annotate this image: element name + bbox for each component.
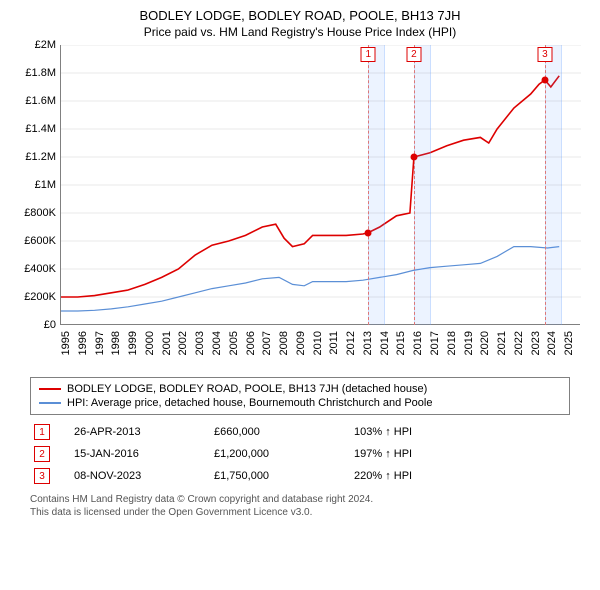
- sale-marker-box: 3: [537, 47, 552, 62]
- y-tick-label: £2M: [35, 39, 56, 51]
- x-tick-label: 2005: [228, 331, 240, 355]
- sale-row-pct: 103% ↑ HPI: [350, 421, 570, 443]
- chart-title-sub: Price paid vs. HM Land Registry's House …: [12, 25, 588, 39]
- x-tick-label: 2012: [345, 331, 357, 355]
- sale-band: [545, 45, 562, 325]
- sale-band: [414, 45, 431, 325]
- y-tick-label: £1.8M: [25, 67, 56, 79]
- sale-row-price: £1,200,000: [210, 443, 350, 465]
- legend-label-price-paid: BODLEY LODGE, BODLEY ROAD, POOLE, BH13 7…: [67, 383, 427, 395]
- sale-row: 1 26-APR-2013£660,000103% ↑ HPI: [30, 421, 570, 443]
- sale-dot: [410, 154, 417, 161]
- sale-vline: [545, 45, 546, 325]
- x-tick-label: 2023: [530, 331, 542, 355]
- x-tick-label: 2011: [328, 331, 340, 355]
- chart-area: £0 £200K £400K £600K £800K £1M £1.2M £1.4M £1.6M…: [12, 45, 588, 375]
- sale-row: 2 15-JAN-2016£1,200,000197% ↑ HPI: [30, 443, 570, 465]
- legend: BODLEY LODGE, BODLEY ROAD, POOLE, BH13 7…: [30, 377, 570, 415]
- x-tick-label: 1998: [110, 331, 122, 355]
- x-tick-label: 2022: [513, 331, 525, 355]
- sale-vline: [414, 45, 415, 325]
- x-tick-label: 2017: [429, 331, 441, 355]
- x-tick-label: 2003: [194, 331, 206, 355]
- y-tick-label: £800K: [24, 207, 56, 219]
- y-tick-label: £1.4M: [25, 123, 56, 135]
- y-tick-label: £1.2M: [25, 151, 56, 163]
- sale-row-marker: 2: [34, 446, 50, 462]
- chart-title-main: BODLEY LODGE, BODLEY ROAD, POOLE, BH13 7…: [12, 8, 588, 23]
- legend-item-hpi: HPI: Average price, detached house, Bour…: [39, 396, 561, 410]
- x-tick-label: 1996: [77, 331, 89, 355]
- x-tick-label: 1997: [94, 331, 106, 355]
- x-axis: 1995 1996 1997 1998 1999 2000 2001 2002 2003 2004…: [60, 327, 580, 375]
- sale-row: 3 08-NOV-2023£1,750,000220% ↑ HPI: [30, 465, 570, 487]
- x-tick-label: 2008: [278, 331, 290, 355]
- sale-row-date: 08-NOV-2023: [70, 465, 210, 487]
- sale-row-date: 26-APR-2013: [70, 421, 210, 443]
- footer-attribution: Contains HM Land Registry data © Crown c…: [30, 493, 570, 519]
- sale-vline: [368, 45, 369, 325]
- x-tick-label: 2000: [144, 331, 156, 355]
- y-tick-label: £0: [44, 319, 56, 331]
- x-tick-label: 1999: [127, 331, 139, 355]
- series-line-hpi: [61, 247, 559, 311]
- sale-row-marker: 3: [34, 468, 50, 484]
- x-tick-label: 2019: [463, 331, 475, 355]
- sales-table: 1 26-APR-2013£660,000103% ↑ HPI 2 15-JAN-20…: [30, 421, 570, 487]
- sale-dot: [541, 77, 548, 84]
- legend-swatch-price-paid: [39, 388, 61, 390]
- sale-row-price: £660,000: [210, 421, 350, 443]
- y-tick-label: £400K: [24, 263, 56, 275]
- x-tick-label: 2024: [546, 331, 558, 355]
- sale-dot: [365, 229, 372, 236]
- y-axis: £0£200K£400K£600K£800K£1M£1.2M£1.4M£1.6M…: [12, 45, 60, 325]
- sale-row-pct: 220% ↑ HPI: [350, 465, 570, 487]
- plot-svg: [61, 45, 581, 325]
- x-tick-label: 2018: [446, 331, 458, 355]
- x-tick-label: 2013: [362, 331, 374, 355]
- sale-marker-box: 2: [406, 47, 421, 62]
- y-tick-label: £1M: [35, 179, 56, 191]
- series-line-price_paid: [61, 76, 559, 297]
- x-tick-label: 2015: [395, 331, 407, 355]
- footer-line-2: This data is licensed under the Open Gov…: [30, 506, 570, 519]
- x-tick-label: 2020: [479, 331, 491, 355]
- x-tick-label: 2006: [245, 331, 257, 355]
- x-tick-label: 2001: [161, 331, 173, 355]
- x-tick-label: 2016: [412, 331, 424, 355]
- y-tick-label: £1.6M: [25, 95, 56, 107]
- x-tick-label: 2007: [261, 331, 273, 355]
- y-tick-label: £200K: [24, 291, 56, 303]
- sale-row-pct: 197% ↑ HPI: [350, 443, 570, 465]
- sale-row-date: 15-JAN-2016: [70, 443, 210, 465]
- x-tick-label: 2009: [295, 331, 307, 355]
- sale-row-marker: 1: [34, 424, 50, 440]
- legend-item-price-paid: BODLEY LODGE, BODLEY ROAD, POOLE, BH13 7…: [39, 382, 561, 396]
- x-tick-label: 1995: [60, 331, 72, 355]
- legend-label-hpi: HPI: Average price, detached house, Bour…: [67, 397, 432, 409]
- sale-band: [368, 45, 385, 325]
- sale-marker-box: 1: [361, 47, 376, 62]
- footer-line-1: Contains HM Land Registry data © Crown c…: [30, 493, 570, 506]
- x-tick-label: 2004: [211, 331, 223, 355]
- x-tick-label: 2010: [312, 331, 324, 355]
- legend-swatch-hpi: [39, 402, 61, 404]
- plot-region: 1 2 3: [60, 45, 580, 325]
- sale-row-price: £1,750,000: [210, 465, 350, 487]
- x-tick-label: 2002: [177, 331, 189, 355]
- x-tick-label: 2025: [563, 331, 575, 355]
- x-tick-label: 2014: [379, 331, 391, 355]
- y-tick-label: £600K: [24, 235, 56, 247]
- x-tick-label: 2021: [496, 331, 508, 355]
